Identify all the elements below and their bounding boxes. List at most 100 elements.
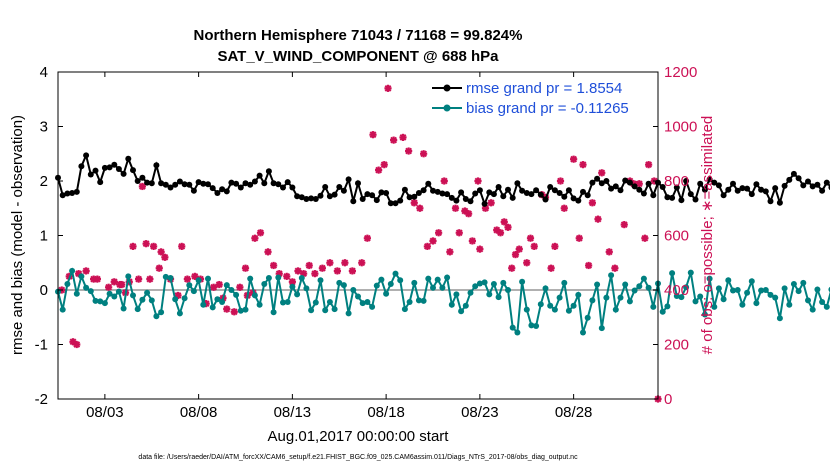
bias-point xyxy=(280,299,286,306)
rmse-point xyxy=(519,187,526,194)
right-tick-label: 600 xyxy=(664,228,689,245)
rmse-point xyxy=(631,183,638,190)
rmse-point xyxy=(144,179,151,186)
obs-mark-stroke xyxy=(575,234,583,242)
obs-point xyxy=(556,177,565,185)
rmse-point xyxy=(298,194,305,201)
x-tick-label: 08/03 xyxy=(86,404,124,421)
bias-point xyxy=(125,273,132,280)
bias-point xyxy=(664,303,671,310)
bias-point xyxy=(340,282,347,289)
bias-point xyxy=(439,284,446,291)
rmse-point xyxy=(120,170,127,177)
bias-point xyxy=(369,303,376,310)
bias-point xyxy=(767,291,774,298)
bias-point xyxy=(603,294,610,301)
bias-point xyxy=(148,297,155,304)
bias-point xyxy=(626,298,633,305)
obs-point xyxy=(241,264,250,272)
obs-mark-stroke xyxy=(138,183,146,190)
bias-point xyxy=(490,281,497,287)
rmse-point xyxy=(167,184,174,191)
rmse-point xyxy=(462,196,469,202)
rmse-point xyxy=(364,191,371,198)
bias-point xyxy=(594,281,601,288)
bias-point xyxy=(415,297,422,304)
bias-point xyxy=(519,278,526,285)
obs-point xyxy=(82,267,90,275)
rmse-point xyxy=(284,179,291,186)
x-tick-label: 08/08 xyxy=(180,404,218,421)
rmse-point xyxy=(669,194,676,201)
rmse-point xyxy=(580,188,586,195)
obs-mark-stroke xyxy=(142,240,150,248)
obs-point xyxy=(399,133,407,141)
rmse-point xyxy=(776,199,783,206)
obs-mark-stroke xyxy=(508,264,516,272)
obs-mark-stroke xyxy=(223,305,231,313)
rmse-point xyxy=(345,176,352,183)
obs-point xyxy=(641,234,649,242)
rmse-point xyxy=(439,190,446,197)
bias-point xyxy=(748,278,755,285)
rmse-point xyxy=(289,184,296,191)
bias-point xyxy=(101,300,108,307)
obs-mark-stroke xyxy=(270,262,278,269)
bias-point xyxy=(219,299,226,305)
bias-point xyxy=(472,283,479,290)
rmse-point xyxy=(64,190,71,197)
bias-point xyxy=(575,291,582,298)
obs-mark-stroke xyxy=(527,234,534,242)
obs-mark-stroke xyxy=(476,245,484,253)
bias-point xyxy=(275,274,282,281)
rmse-point xyxy=(744,185,751,192)
rmse-point xyxy=(92,167,99,174)
obs-point xyxy=(515,245,523,253)
bias-point xyxy=(97,298,104,305)
rmse-point xyxy=(73,188,80,195)
rmse-point xyxy=(59,192,66,199)
rmse-point xyxy=(83,152,90,159)
obs-point xyxy=(575,234,583,242)
rmse-point xyxy=(383,190,390,196)
obs-point xyxy=(294,267,302,275)
bias-point xyxy=(683,284,690,291)
obs-point xyxy=(183,275,191,283)
bias-point xyxy=(322,307,329,314)
rmse-point xyxy=(251,178,258,185)
rmse-point xyxy=(692,196,699,203)
obs-point xyxy=(358,259,366,267)
rmse-point xyxy=(176,178,183,185)
obs-point xyxy=(161,253,169,261)
right-tick-label: 400 xyxy=(664,282,689,299)
obs-point xyxy=(215,280,223,289)
rmse-point xyxy=(97,179,104,186)
bias-point xyxy=(631,287,638,294)
obs-point xyxy=(105,283,113,291)
obs-point xyxy=(288,278,296,286)
rmse-point xyxy=(514,180,521,187)
obs-point xyxy=(155,264,163,272)
rmse-point xyxy=(322,184,329,190)
bias-point xyxy=(448,301,455,308)
legend: rmse grand pr = 1.8554 bias grand pr = -… xyxy=(432,80,629,117)
bias-point xyxy=(401,306,408,313)
bias-point xyxy=(434,276,441,283)
obs-point xyxy=(283,272,291,280)
left-tick-label: 1 xyxy=(40,228,48,245)
rmse-point xyxy=(786,176,793,183)
bias-point xyxy=(326,299,333,305)
obs-mark-stroke xyxy=(191,272,199,280)
rmse-point xyxy=(181,181,188,188)
rmse-point xyxy=(795,175,802,182)
y-axis-label-right: # of obs: o=possible; ∗=assimilated xyxy=(699,116,716,355)
rmse-point xyxy=(622,177,629,184)
y-axis-label-left: rmse and bias (model - observation) xyxy=(9,115,26,355)
obs-mark-stroke xyxy=(236,283,244,291)
bias-point xyxy=(673,293,680,299)
obs-mark-stroke xyxy=(157,248,165,256)
rmse-point xyxy=(195,179,202,186)
bias-point xyxy=(247,275,254,282)
rmse-point xyxy=(172,181,179,188)
bias-point xyxy=(692,298,699,305)
